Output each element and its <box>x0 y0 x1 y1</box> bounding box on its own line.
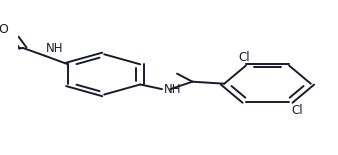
Text: Cl: Cl <box>292 104 303 117</box>
Text: NH: NH <box>164 83 182 96</box>
Text: NH: NH <box>46 42 64 55</box>
Text: Cl: Cl <box>239 51 250 64</box>
Text: O: O <box>0 23 8 36</box>
